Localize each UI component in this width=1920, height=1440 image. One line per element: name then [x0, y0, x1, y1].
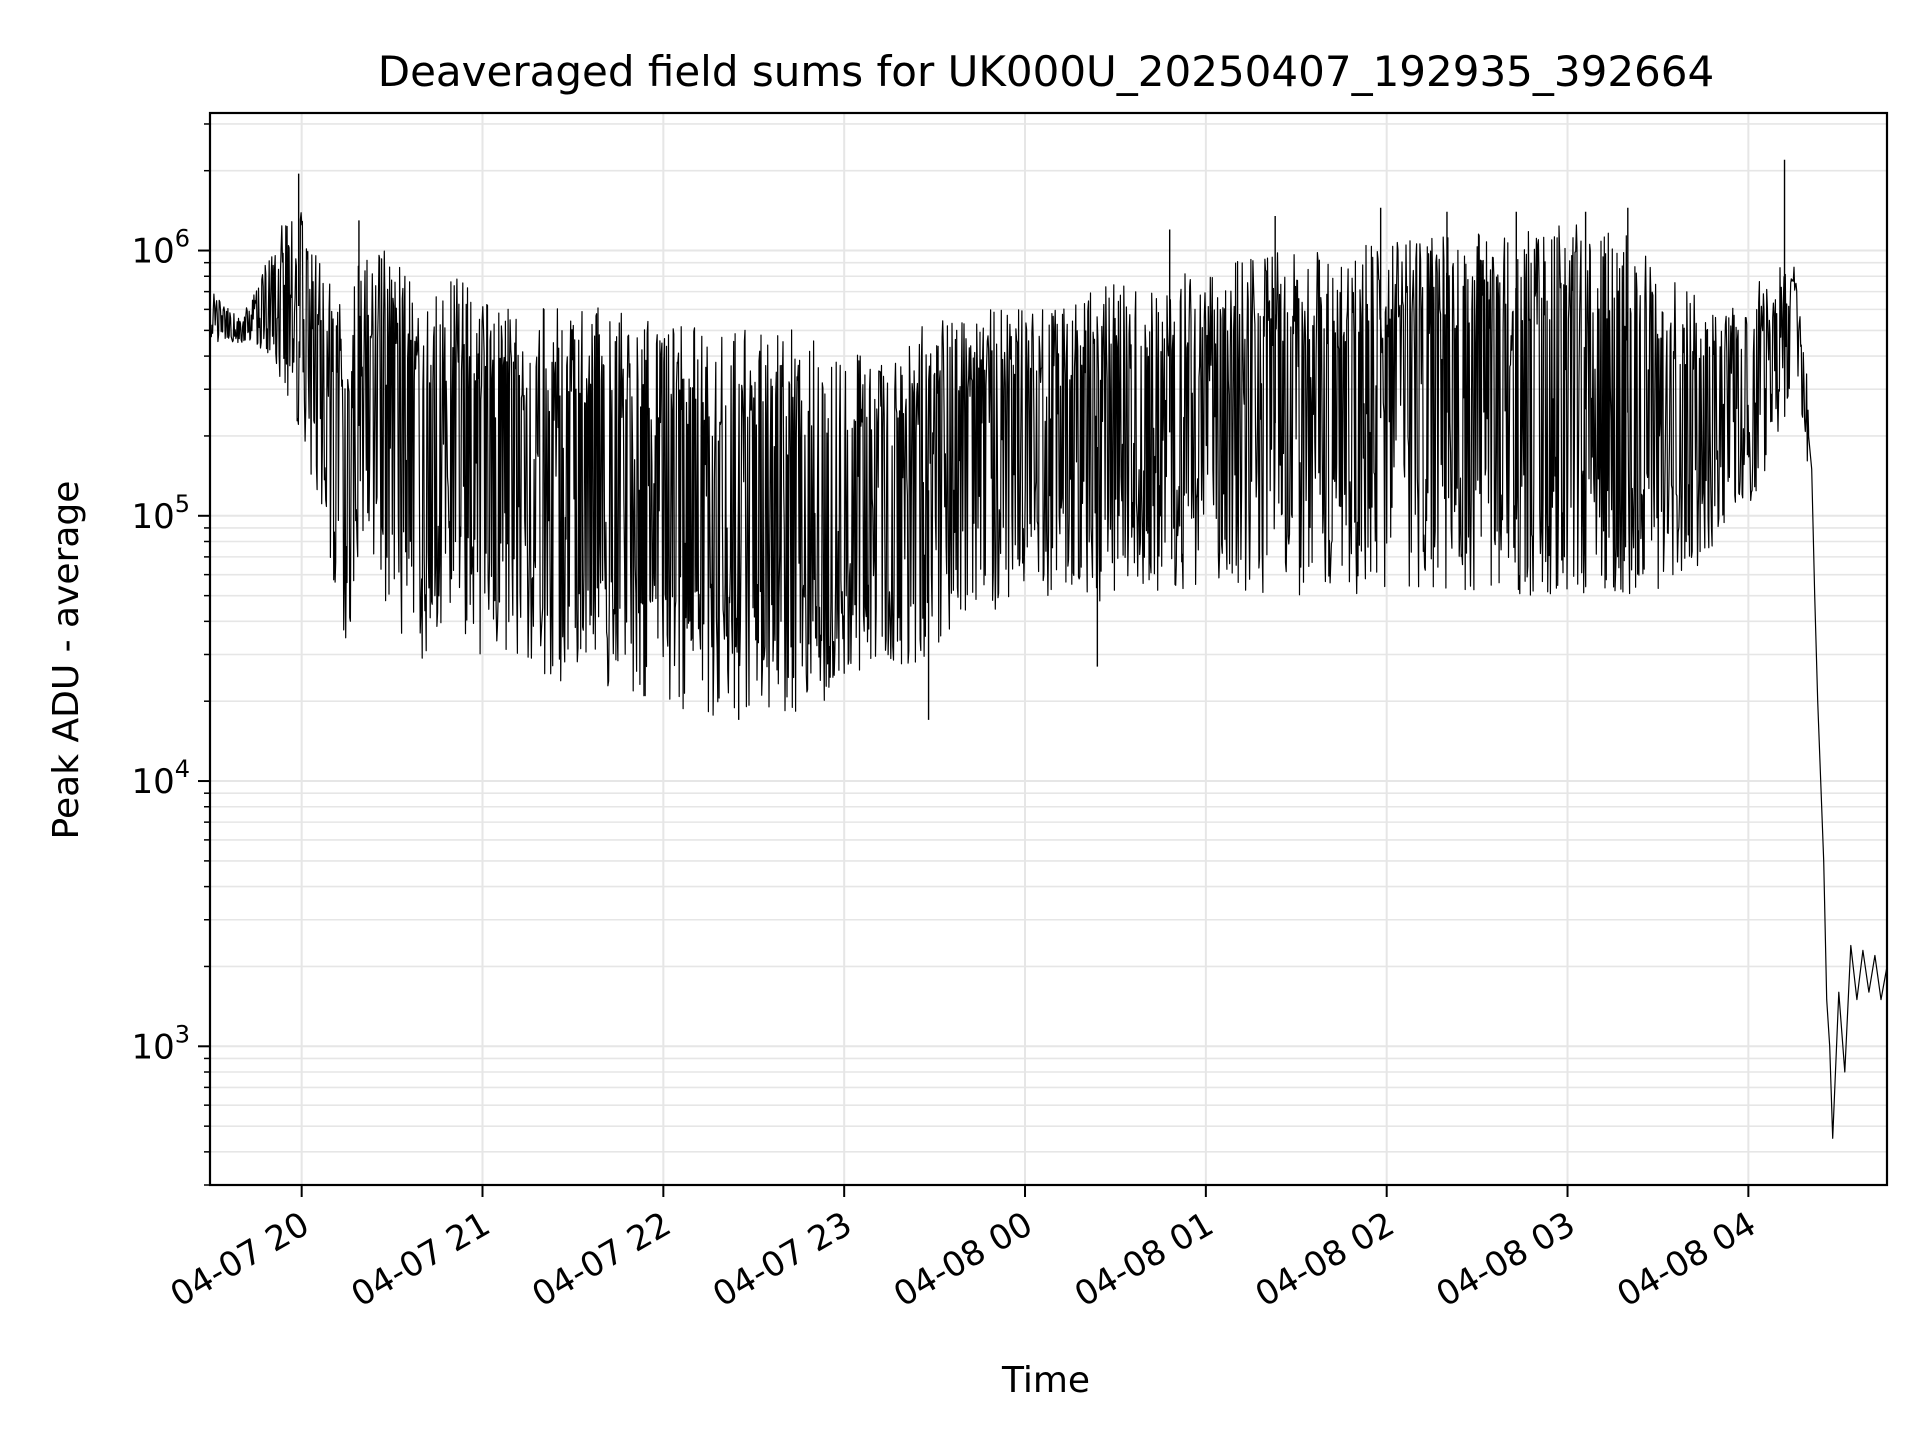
series-line [210, 159, 1888, 1139]
chart-title: Deaveraged field sums for UK000U_2025040… [378, 47, 1714, 96]
y-tick-label: 104 [131, 755, 190, 802]
y-axis: 103 104 105 106 [131, 123, 210, 1186]
y-tick-label: 103 [131, 1020, 190, 1067]
series-path [210, 212, 1888, 1139]
y-tick-label: 105 [131, 490, 190, 537]
y-axis-title: Peak ADU - average [46, 481, 87, 840]
x-axis-title: Time [1001, 1360, 1090, 1401]
plot-frame [208, 111, 1889, 1187]
y-tick-label: 106 [131, 225, 190, 272]
